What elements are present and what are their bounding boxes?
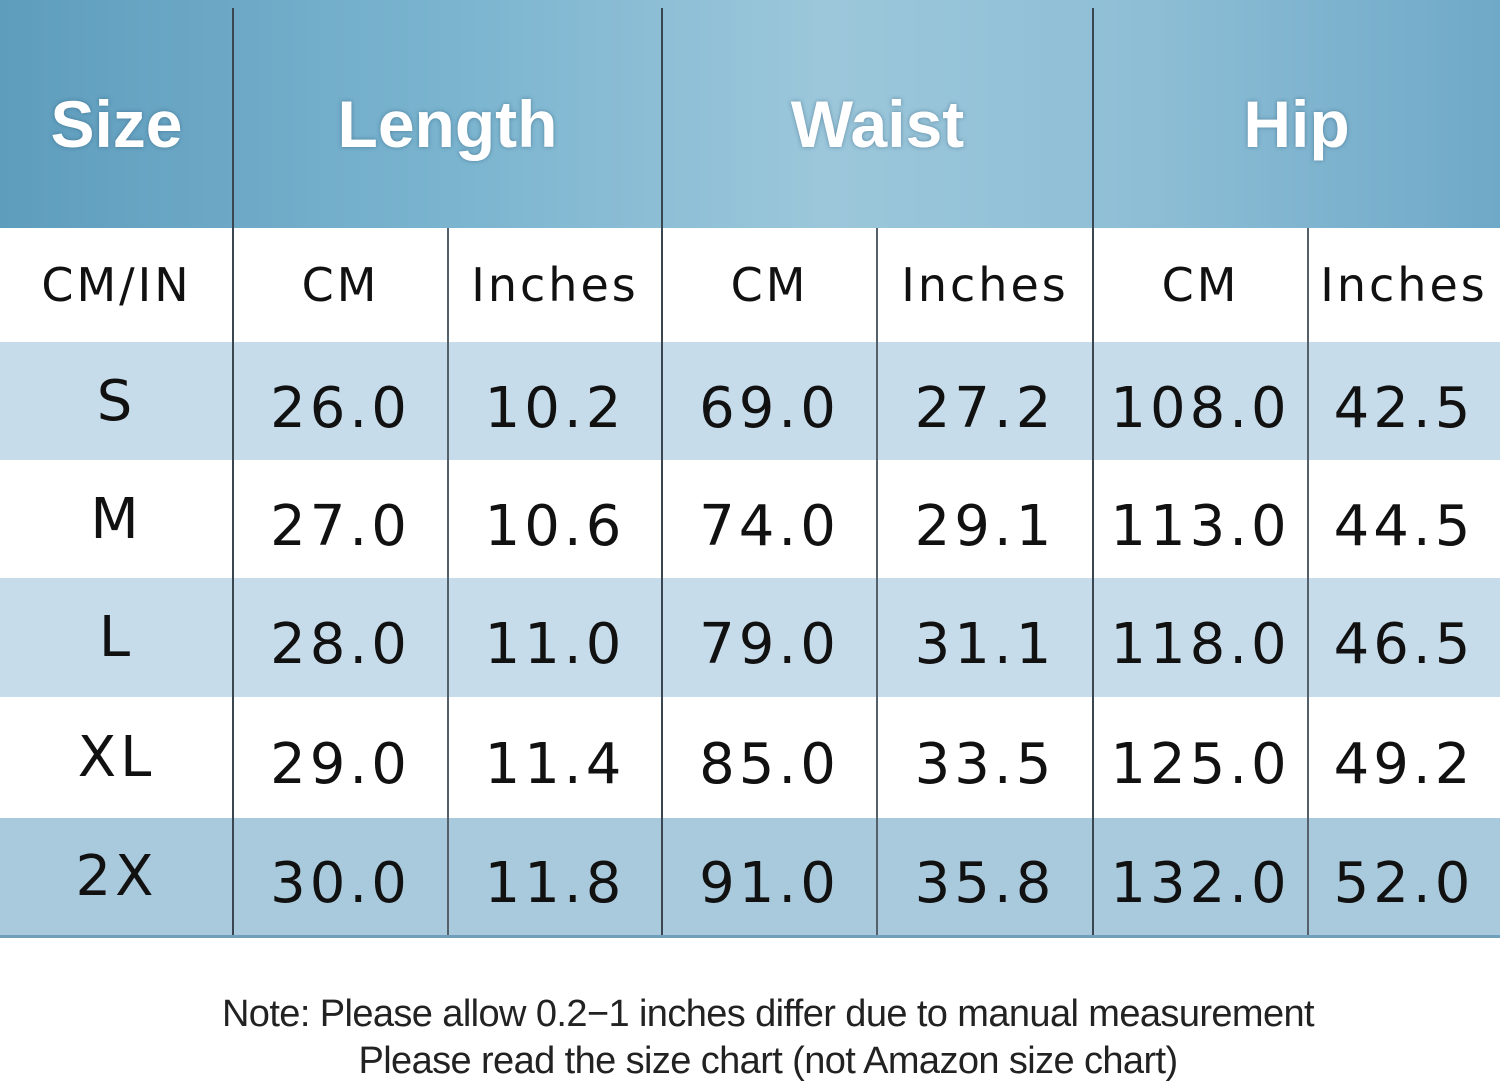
size-label: 2X [75, 844, 158, 909]
size-label: M [90, 486, 143, 552]
measurement: 132.0 [1110, 851, 1291, 916]
size-label: L [98, 605, 135, 670]
measurement: 42.5 [1333, 375, 1475, 441]
measurement: 108.0 [1110, 375, 1291, 441]
unit-header: CM [730, 258, 809, 312]
measurement: 11.4 [484, 732, 626, 797]
column-header: Size [50, 87, 183, 161]
measurement: 85.0 [699, 732, 840, 797]
measurement: 74.0 [699, 493, 840, 559]
row-background [0, 818, 1500, 935]
measurement: 125.0 [1110, 732, 1291, 797]
measurement: 46.5 [1333, 612, 1475, 677]
column-divider [447, 228, 449, 935]
size-label: S [96, 368, 137, 434]
row-background [0, 460, 1500, 578]
note: Note: Please allow 0.2−1 inches differ d… [221, 993, 1315, 1035]
measurement: 11.8 [484, 851, 626, 916]
row-background [0, 342, 1500, 460]
measurement: 29.1 [914, 493, 1056, 559]
unit-header: Inches [901, 258, 1069, 312]
measurement: 10.6 [484, 493, 626, 559]
measurement: 33.5 [914, 732, 1056, 797]
measurement: 31.1 [914, 612, 1056, 677]
unit-header: Inches [1320, 258, 1488, 312]
measurement: 44.5 [1333, 493, 1475, 559]
measurement: 52.0 [1333, 851, 1475, 916]
measurement: 118.0 [1110, 612, 1291, 677]
row-background [0, 697, 1500, 818]
measurement: 10.2 [484, 375, 626, 441]
measurement: 27.0 [270, 493, 411, 559]
measurement: 79.0 [699, 612, 840, 677]
measurement: 113.0 [1110, 493, 1291, 559]
note: Please read the size chart (not Amazon s… [358, 1040, 1178, 1082]
measurement: 30.0 [270, 851, 411, 916]
bottom-border [0, 935, 1500, 938]
measurement: 11.0 [484, 612, 626, 677]
measurement: 29.0 [270, 732, 411, 797]
column-divider [232, 8, 234, 935]
column-divider [1307, 228, 1309, 935]
row-background [0, 578, 1500, 697]
measurement: 35.8 [914, 851, 1056, 916]
unit-header: CM [1161, 258, 1240, 312]
measurement: 49.2 [1333, 732, 1475, 797]
unit-header: Inches [471, 258, 639, 312]
column-divider [876, 228, 878, 935]
column-divider [1092, 8, 1094, 935]
column-header: Hip [1243, 87, 1350, 161]
measurement: 26.0 [270, 375, 411, 441]
unit-header: CM [301, 258, 380, 312]
size-label: XL [77, 725, 156, 790]
measurement: 69.0 [699, 375, 840, 441]
unit-header: CM/IN [41, 258, 192, 312]
column-header: Waist [790, 87, 965, 161]
column-header: Length [337, 87, 558, 161]
header-background [0, 0, 1500, 228]
measurement: 28.0 [270, 612, 411, 677]
measurement: 91.0 [699, 851, 840, 916]
measurement: 27.2 [914, 375, 1056, 441]
column-divider [661, 8, 663, 935]
